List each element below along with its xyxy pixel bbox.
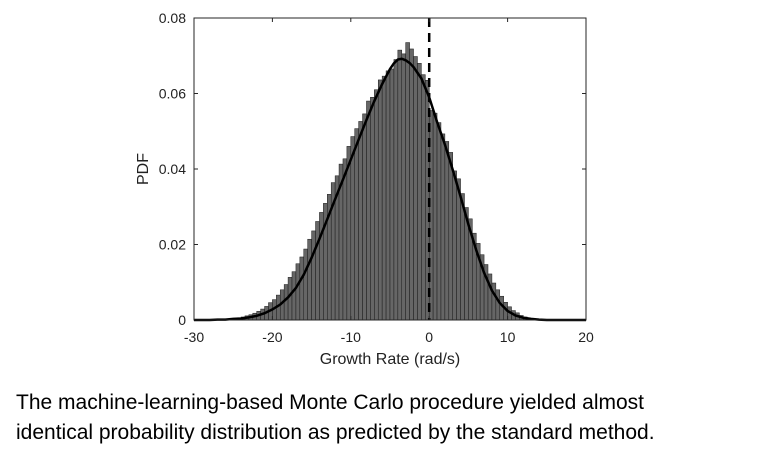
histogram-bar bbox=[393, 59, 399, 321]
histogram-bar bbox=[366, 100, 371, 321]
histogram-bar bbox=[307, 238, 312, 321]
x-tick-label: -30 bbox=[184, 329, 204, 345]
figure: -30 -20 -10 0 10 20 0 0.02 0.04 0.06 0.08 Growth … bbox=[135, 10, 594, 368]
plot-area: -30 -20 -10 0 10 20 0 0.02 0.04 0.06 0.08 bbox=[159, 10, 594, 345]
histogram-bar bbox=[350, 136, 355, 321]
y-axis-label: PDF bbox=[135, 153, 152, 185]
figure-caption: The machine-learning-based Monte Carlo p… bbox=[16, 388, 776, 448]
x-tick-label: -20 bbox=[262, 329, 282, 345]
histogram-bar bbox=[385, 70, 391, 321]
y-tick-label: 0.02 bbox=[159, 237, 186, 253]
histogram-bar bbox=[303, 248, 308, 321]
y-tick-label: 0.08 bbox=[159, 10, 186, 26]
histogram-bar bbox=[452, 170, 457, 321]
histogram-bar bbox=[389, 68, 395, 321]
y-tick-label: 0.06 bbox=[159, 86, 186, 102]
histogram-bar bbox=[440, 133, 446, 321]
histogram-bar bbox=[421, 74, 426, 321]
histogram-bar bbox=[291, 271, 297, 321]
x-tick-label: -10 bbox=[341, 329, 361, 345]
histogram-bar bbox=[315, 221, 320, 321]
histogram-bar bbox=[283, 284, 289, 321]
y-tick-label: 0.04 bbox=[159, 161, 186, 177]
histogram-bar bbox=[358, 121, 363, 321]
y-axis-ticks: 0 0.02 0.04 0.06 0.08 bbox=[159, 10, 586, 328]
histogram-bar bbox=[311, 230, 316, 321]
histogram-bar bbox=[377, 79, 383, 321]
histogram-bar bbox=[413, 56, 418, 321]
histogram-bar bbox=[397, 49, 403, 321]
histogram-bar bbox=[436, 122, 442, 321]
x-tick-label: 20 bbox=[578, 329, 594, 345]
histogram-bar bbox=[456, 178, 461, 321]
histogram-bar bbox=[432, 112, 438, 321]
x-tick-label: 10 bbox=[500, 329, 516, 345]
caption-line-2: identical probability distribution as pr… bbox=[16, 421, 655, 444]
histogram-bar bbox=[354, 128, 359, 321]
histogram-bar bbox=[444, 141, 450, 321]
histogram-bar bbox=[374, 89, 379, 321]
histogram-bar bbox=[405, 42, 410, 321]
histogram-bar bbox=[342, 158, 348, 321]
histogram-bar bbox=[362, 113, 367, 321]
histogram-bar bbox=[495, 289, 501, 321]
histogram-bar bbox=[448, 152, 453, 321]
histogram-bar bbox=[417, 63, 422, 321]
histogram-bar bbox=[370, 97, 375, 321]
histogram-bar bbox=[287, 277, 293, 321]
histogram-bar bbox=[299, 256, 305, 321]
x-tick-label: 0 bbox=[425, 329, 433, 345]
histogram-bar bbox=[409, 48, 414, 321]
y-tick-label: 0 bbox=[178, 312, 186, 328]
histogram-bar bbox=[381, 75, 387, 321]
histogram-bar bbox=[295, 263, 301, 321]
pdf-curve bbox=[194, 57, 586, 322]
x-axis-label: Growth Rate (rad/s) bbox=[320, 351, 460, 368]
caption-line-1: The machine-learning-based Monte Carlo p… bbox=[16, 391, 645, 414]
histogram-bar bbox=[401, 53, 406, 321]
histogram-bar bbox=[346, 146, 352, 321]
x-axis-ticks: -30 -20 -10 0 10 20 bbox=[184, 18, 594, 345]
histogram-bar bbox=[491, 282, 497, 321]
